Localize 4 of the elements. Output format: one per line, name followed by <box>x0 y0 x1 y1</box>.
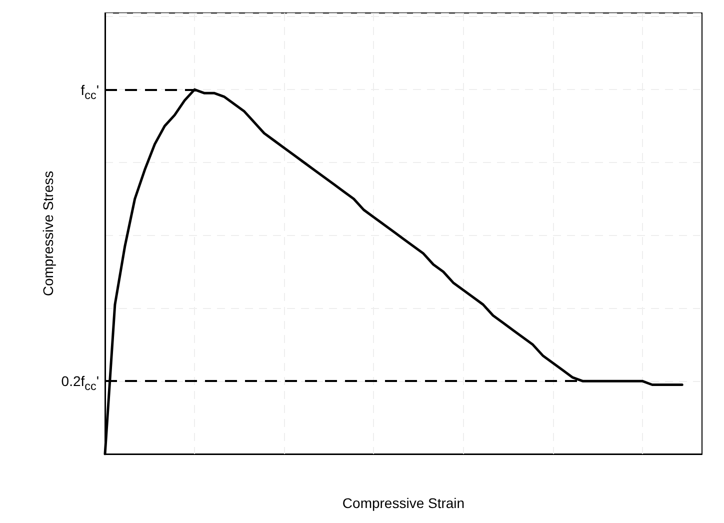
ref-line-label: f$_{cc}$' <box>80 80 99 102</box>
x-axis-title: Compressive Strain <box>342 495 465 511</box>
y-axis-title: Compressive Stress <box>40 170 56 296</box>
ref-line-label: 0.2f$_{cc}$' <box>61 372 99 393</box>
